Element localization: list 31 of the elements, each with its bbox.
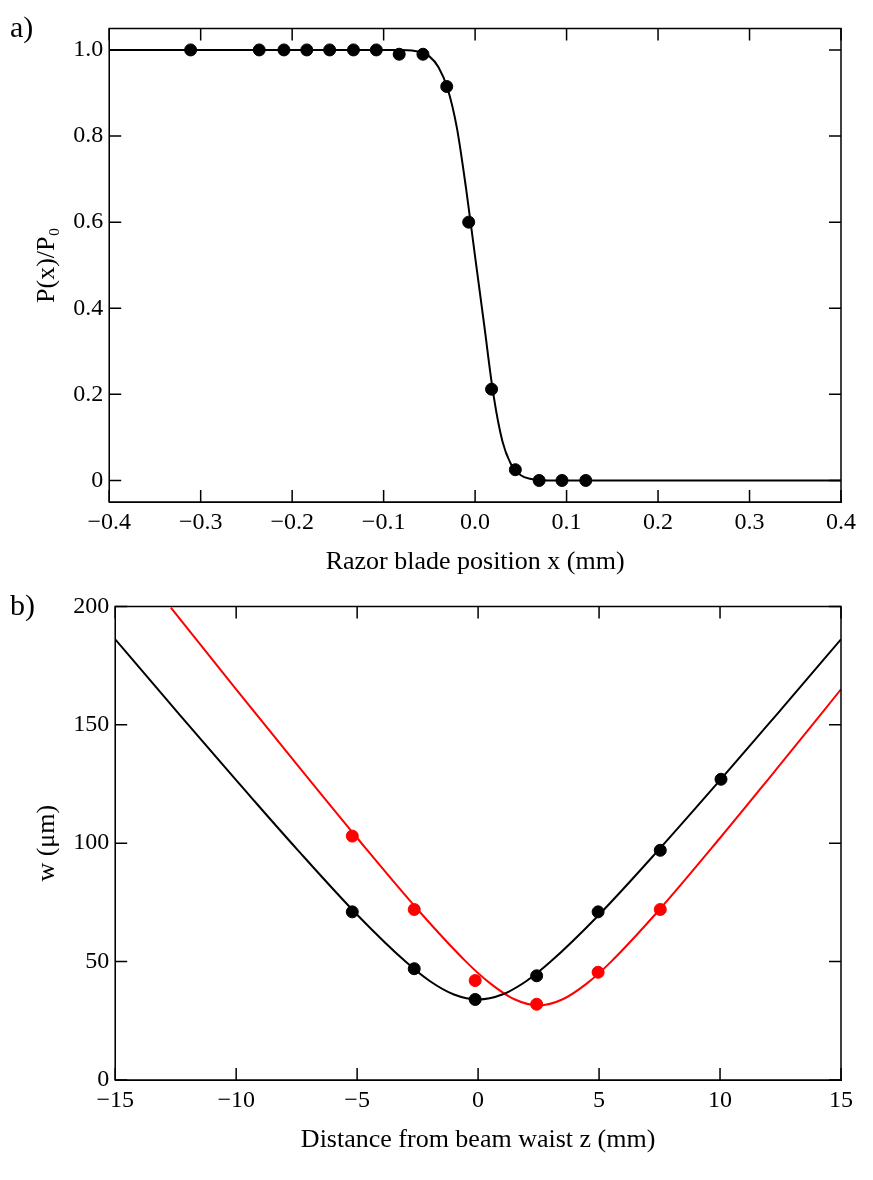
x-tick-label: 0 — [472, 1085, 485, 1112]
x-tick-label: 0.3 — [734, 507, 765, 534]
y-tick-label: 50 — [85, 946, 110, 973]
y-tick-label: 1.0 — [73, 35, 104, 62]
x-tick-label: −0.3 — [178, 507, 223, 534]
x-tick-label: 0.4 — [826, 507, 856, 534]
y-axis-title: P(x)/P₀ — [31, 227, 61, 303]
y-tick-label: 150 — [73, 710, 110, 737]
x-axis-title: Distance from beam waist z (mm) — [300, 1124, 656, 1154]
text: a) — [10, 10, 34, 44]
y-tick-label: 0 — [91, 465, 104, 492]
y-tick-label: 0.8 — [73, 121, 104, 148]
x-tick-label: −0.2 — [270, 507, 314, 534]
x-tick-label: −10 — [217, 1085, 255, 1112]
y-tick-label: 0.2 — [73, 379, 104, 406]
y-tick-label: 100 — [73, 828, 110, 855]
y-tick-label: 0.6 — [73, 207, 104, 234]
x-tick-label: 15 — [829, 1085, 853, 1112]
x-tick-label: −0.1 — [361, 507, 406, 534]
x-tick-label: 10 — [708, 1085, 733, 1112]
x-tick-label: 0.2 — [643, 507, 674, 534]
text: b) — [10, 588, 35, 622]
x-tick-label: −0.4 — [87, 507, 131, 534]
y-tick-label: 200 — [73, 591, 110, 618]
y-tick-label: 0.4 — [73, 293, 104, 320]
x-tick-label: 0.0 — [460, 507, 491, 534]
x-tick-label: 5 — [593, 1085, 606, 1112]
y-axis-title: w (μm) — [31, 804, 61, 882]
x-tick-label: 0.1 — [551, 507, 582, 534]
x-axis-title: Razor blade position x (mm) — [325, 546, 625, 576]
x-tick-label: −5 — [344, 1085, 370, 1112]
